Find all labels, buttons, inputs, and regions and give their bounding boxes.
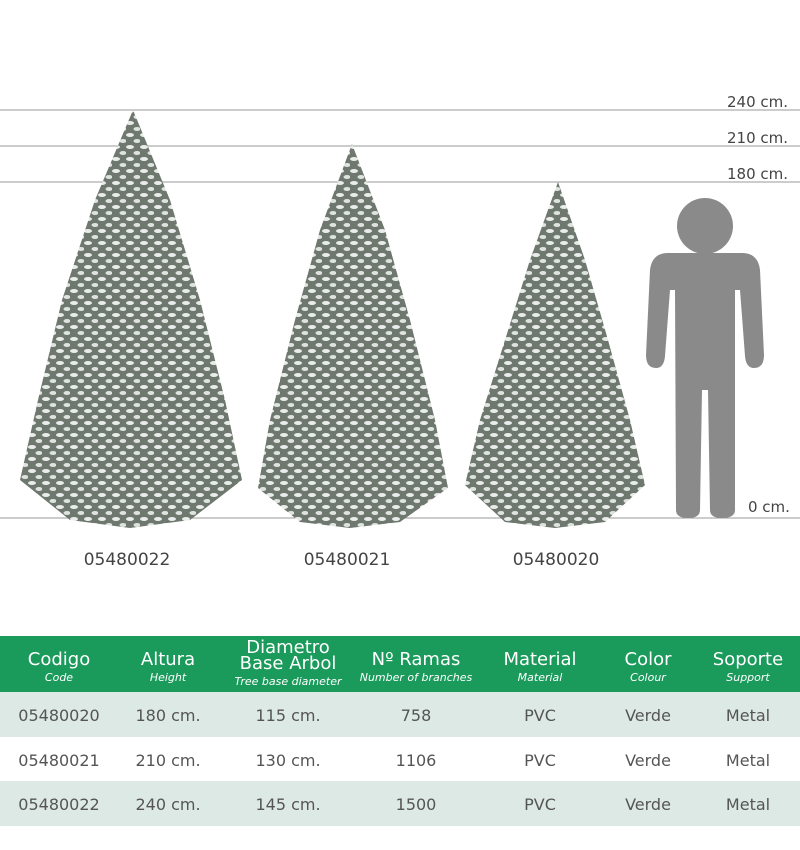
table-cell: Verde bbox=[625, 750, 671, 770]
table-cell: 05480020 bbox=[18, 706, 100, 725]
header-cell: Material Material bbox=[480, 649, 600, 685]
scale-label: 240 cm. bbox=[727, 93, 788, 111]
table-cell: 1106 bbox=[395, 750, 437, 770]
scale-label: 180 cm. bbox=[727, 165, 788, 183]
table-header: Codigo Code Altura Height Diametro Base Arbo… bbox=[0, 636, 800, 692]
table-cell: Verde bbox=[625, 706, 671, 725]
table-cell: 1500 bbox=[395, 795, 437, 814]
table-row: 05480022 240 cm. 145 cm. 1500 PVC Verde Metal bbox=[0, 781, 800, 826]
header-title: Soporte bbox=[712, 649, 784, 670]
table-row: 05480020 180 cm. 115 cm. 758 PVC Verde Metal bbox=[0, 692, 800, 737]
table-cell: 05480021 bbox=[18, 750, 100, 770]
header-subtitle: Support bbox=[726, 671, 770, 684]
table-cell: PVC bbox=[524, 706, 556, 725]
header-subtitle: Material bbox=[517, 671, 563, 684]
table-cell: 145 cm. bbox=[255, 795, 321, 814]
header-title: Color bbox=[624, 649, 672, 670]
table-cell: Metal bbox=[725, 750, 771, 770]
table-cell: PVC bbox=[524, 750, 556, 770]
header-cell: Nº Ramas Number of branches bbox=[356, 649, 476, 685]
tree-code: 05480021 bbox=[304, 550, 391, 570]
table-cell: PVC bbox=[524, 795, 556, 814]
tree-code: 05480022 bbox=[84, 550, 171, 570]
header-title: Nº Ramas bbox=[371, 649, 461, 670]
table-cell: 115 cm. bbox=[255, 706, 321, 725]
header-subtitle: Code bbox=[44, 671, 74, 684]
header-cell: Soporte Support bbox=[688, 649, 800, 685]
table-cell: Metal bbox=[725, 795, 771, 814]
header-title: Material bbox=[503, 649, 577, 670]
header-subtitle: Tree base diameter bbox=[234, 675, 342, 688]
table-cell: 05480022 bbox=[18, 795, 100, 814]
height-labels: 240 cm. 210 cm. 180 cm. 0 cm. bbox=[722, 92, 800, 516]
tree bbox=[20, 110, 242, 528]
header-title: Diametro Base Arbol bbox=[239, 637, 337, 674]
header-cell: Altura Height bbox=[108, 649, 228, 685]
size-illustration: 240 cm. 210 cm. 180 cm. 0 cm. 05480022 0… bbox=[0, 92, 800, 570]
table-cell: 130 cm. bbox=[255, 750, 321, 770]
header-cell: Color Colour bbox=[588, 649, 708, 685]
header-title: Altura bbox=[140, 649, 196, 670]
header-cell: Codigo Code bbox=[0, 649, 119, 685]
table-cell: 240 cm. bbox=[135, 795, 201, 814]
header-subtitle: Colour bbox=[630, 671, 666, 684]
scale-label: 0 cm. bbox=[748, 498, 790, 516]
header-cell: Diametro Base Arbol Tree base diameter bbox=[233, 637, 343, 689]
header-subtitle: Height bbox=[149, 671, 187, 684]
header-title: Codigo bbox=[27, 649, 91, 670]
table-cell: 180 cm. bbox=[135, 706, 201, 725]
table-row: 05480021 210 cm. 130 cm. 1106 PVC Verde Metal bbox=[0, 736, 800, 782]
tree bbox=[465, 182, 645, 528]
tree-code: 05480020 bbox=[513, 550, 600, 570]
table-cell: Verde bbox=[625, 795, 671, 814]
tree bbox=[258, 144, 448, 528]
person-silhouette bbox=[646, 198, 764, 518]
table-cell: 758 bbox=[400, 706, 432, 725]
scale-label: 210 cm. bbox=[727, 129, 788, 147]
table-cell: Metal bbox=[725, 706, 771, 725]
header-subtitle: Number of branches bbox=[359, 671, 473, 684]
table-cell: 210 cm. bbox=[135, 750, 201, 770]
